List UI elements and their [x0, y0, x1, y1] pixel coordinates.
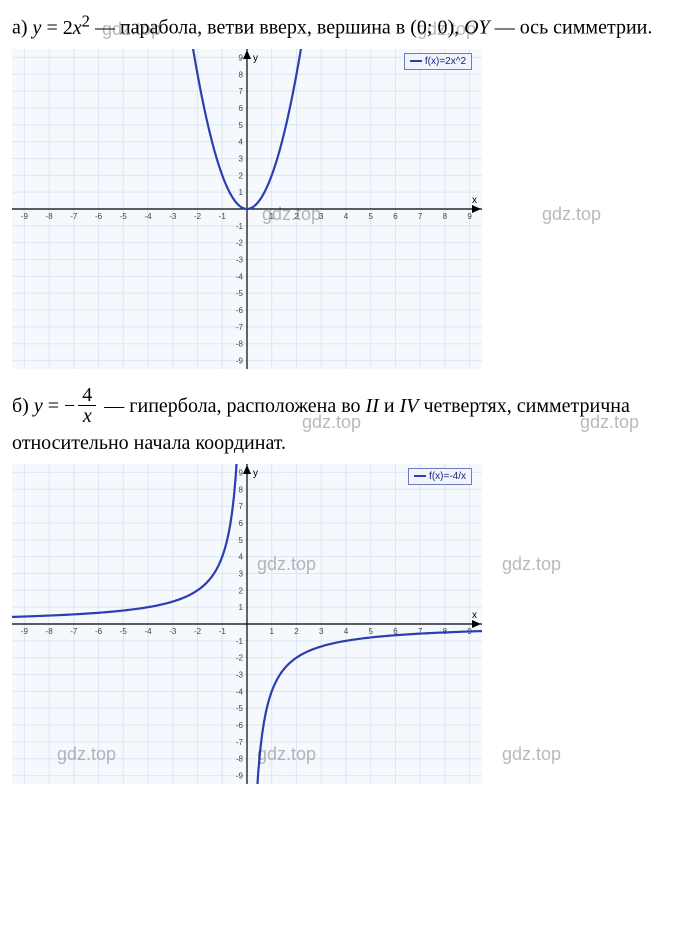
svg-text:3: 3 — [239, 569, 244, 578]
formula-a: y = 2x2 — [33, 17, 90, 39]
svg-text:4: 4 — [344, 627, 349, 636]
desc-a: — парабола, ветви вверх, вершина в (0; 0… — [95, 17, 652, 39]
svg-text:9: 9 — [239, 53, 244, 62]
svg-text:-9: -9 — [236, 356, 244, 365]
svg-text:1: 1 — [270, 627, 275, 636]
svg-text:-8: -8 — [46, 627, 54, 636]
svg-text:4: 4 — [239, 137, 244, 146]
svg-text:5: 5 — [239, 535, 244, 544]
svg-text:-6: -6 — [95, 627, 103, 636]
svg-text:4: 4 — [344, 212, 349, 221]
svg-text:-9: -9 — [21, 627, 29, 636]
svg-text:-9: -9 — [21, 212, 29, 221]
svg-text:y: y — [253, 468, 258, 479]
svg-text:-2: -2 — [236, 238, 244, 247]
svg-text:-6: -6 — [95, 212, 103, 221]
chart-a: x y -9 -8 -7 -6 -5 -4 -3 -2 -1 1 2 3 4 5 6 7 8 9 -9 -8 -7 -6 -5 -… — [12, 49, 482, 369]
svg-text:2: 2 — [239, 171, 244, 180]
svg-text:1: 1 — [270, 212, 275, 221]
svg-text:7: 7 — [239, 502, 244, 511]
svg-text:-5: -5 — [120, 212, 128, 221]
svg-text:8: 8 — [443, 212, 448, 221]
svg-text:-6: -6 — [236, 306, 244, 315]
problem-a-text: а) y = 2x2 — парабола, ветви вверх, верш… — [12, 8, 670, 43]
svg-text:-4: -4 — [144, 212, 152, 221]
svg-text:-5: -5 — [120, 627, 128, 636]
problem-b-text: б) y = −4x — гипербола, расположена во I… — [12, 387, 670, 458]
svg-text:-4: -4 — [144, 627, 152, 636]
chart-b: x y -9 -8 -7 -6 -5 -4 -3 -2 -1 1 2 3 4 5 6 7 8 9 -9 -8 -7 -6 -5 -… — [12, 464, 482, 784]
svg-text:y: y — [253, 53, 258, 64]
fraction-b: 4x — [78, 385, 96, 426]
desc-b: — гипербола, расположена во II и IV четв… — [12, 395, 630, 454]
svg-text:3: 3 — [319, 212, 324, 221]
page: а) y = 2x2 — парабола, ветви вверх, верш… — [0, 0, 682, 810]
svg-text:-3: -3 — [236, 670, 244, 679]
svg-text:1: 1 — [239, 603, 244, 612]
svg-text:5: 5 — [368, 212, 373, 221]
svg-text:-2: -2 — [194, 212, 202, 221]
svg-text:-7: -7 — [70, 627, 78, 636]
svg-text:9: 9 — [467, 212, 472, 221]
svg-text:8: 8 — [239, 485, 244, 494]
svg-text:6: 6 — [239, 104, 244, 113]
watermark: gdz.top — [502, 744, 561, 765]
svg-text:-2: -2 — [194, 627, 202, 636]
svg-text:1: 1 — [239, 188, 244, 197]
svg-text:5: 5 — [239, 120, 244, 129]
svg-text:-5: -5 — [236, 704, 244, 713]
svg-text:-7: -7 — [236, 738, 244, 747]
label-a: а) — [12, 17, 28, 39]
svg-text:-8: -8 — [236, 339, 244, 348]
svg-text:-3: -3 — [236, 255, 244, 264]
svg-text:-3: -3 — [169, 212, 177, 221]
svg-text:-8: -8 — [236, 754, 244, 763]
legend-a: f(x)=2x^2 — [404, 53, 472, 70]
svg-text:7: 7 — [418, 212, 423, 221]
svg-text:-7: -7 — [236, 323, 244, 332]
svg-text:9: 9 — [239, 468, 244, 477]
svg-text:6: 6 — [239, 519, 244, 528]
legend-dash-a — [410, 60, 422, 62]
watermark: gdz.top — [542, 204, 601, 225]
legend-label-b: f(x)=-4/x — [429, 471, 466, 482]
svg-text:-1: -1 — [236, 636, 244, 645]
frac-num: 4 — [78, 385, 96, 406]
frac-den: x — [78, 406, 96, 426]
svg-text:-5: -5 — [236, 289, 244, 298]
svg-text:3: 3 — [239, 154, 244, 163]
svg-text:-1: -1 — [236, 221, 244, 230]
svg-text:-2: -2 — [236, 653, 244, 662]
svg-text:2: 2 — [294, 212, 299, 221]
svg-text:4: 4 — [239, 552, 244, 561]
svg-text:x: x — [472, 195, 477, 206]
legend-dash-b — [414, 475, 426, 477]
svg-text:-4: -4 — [236, 687, 244, 696]
svg-text:-6: -6 — [236, 721, 244, 730]
svg-text:6: 6 — [393, 212, 398, 221]
svg-text:-8: -8 — [46, 212, 54, 221]
watermark: gdz.top — [502, 554, 561, 575]
svg-text:-1: -1 — [219, 212, 227, 221]
svg-text:2: 2 — [294, 627, 299, 636]
svg-text:-9: -9 — [236, 771, 244, 780]
svg-text:x: x — [472, 610, 477, 621]
svg-text:-4: -4 — [236, 272, 244, 281]
svg-text:8: 8 — [239, 70, 244, 79]
label-b: б) — [12, 395, 29, 417]
legend-label-a: f(x)=2x^2 — [425, 56, 466, 67]
svg-text:-7: -7 — [70, 212, 78, 221]
svg-text:-3: -3 — [169, 627, 177, 636]
svg-text:5: 5 — [368, 627, 373, 636]
legend-b: f(x)=-4/x — [408, 468, 472, 485]
svg-text:2: 2 — [239, 586, 244, 595]
svg-text:-1: -1 — [219, 627, 227, 636]
svg-text:3: 3 — [319, 627, 324, 636]
svg-text:7: 7 — [239, 87, 244, 96]
formula-b-prefix: y = − — [34, 395, 75, 417]
